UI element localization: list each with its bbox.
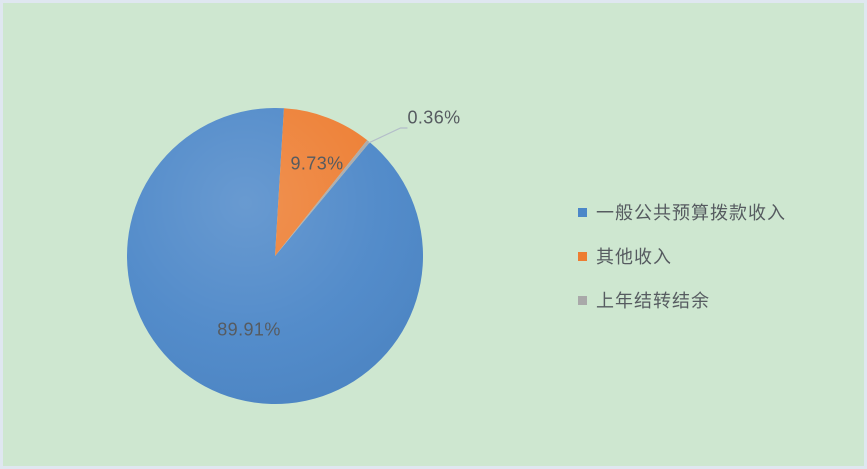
legend-swatch-blue-icon	[578, 207, 587, 217]
legend-item-other-income: 其他收入	[578, 246, 786, 267]
pie-chart	[127, 108, 423, 404]
data-label-other-slice: 9.73%	[290, 153, 344, 174]
legend-swatch-gray-icon	[578, 295, 587, 305]
legend-label: 上年结转结余	[596, 291, 710, 311]
legend-item-general-budget: 一般公共预算拨款收入	[578, 202, 786, 223]
pie-sheen-overlay	[127, 108, 423, 404]
data-label-main-slice: 89.91%	[217, 319, 281, 340]
legend-label: 一般公共预算拨款收入	[596, 203, 786, 223]
pie-chart-svg	[127, 108, 423, 404]
data-label-carryover-slice: 0.36%	[407, 107, 461, 128]
legend-item-carryover: 上年结转结余	[578, 290, 786, 311]
legend-swatch-orange-icon	[578, 251, 587, 261]
chart-legend: 一般公共预算拨款收入 其他收入 上年结转结余	[578, 202, 786, 334]
legend-label: 其他收入	[596, 247, 672, 267]
chart-plot-area: 89.91% 9.73% 0.36% 一般公共预算拨款收入 其他收入 上年结转结…	[3, 3, 864, 466]
